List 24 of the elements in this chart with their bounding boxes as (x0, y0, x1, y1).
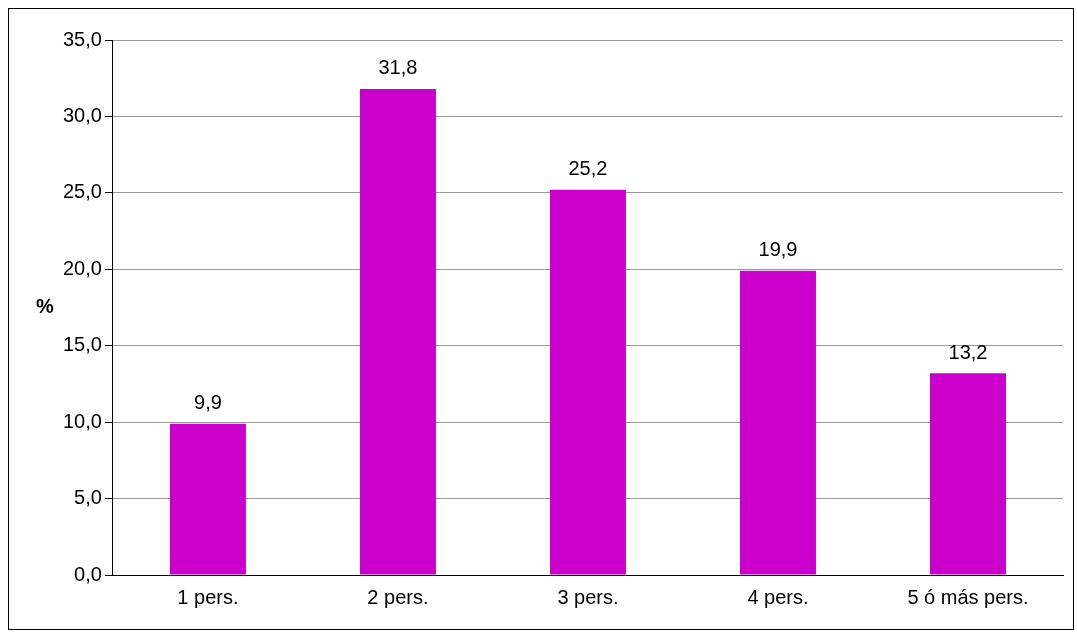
bar (359, 88, 436, 575)
x-tick-label: 2 pers. (367, 585, 429, 608)
y-tick-label: 25,0 (62, 180, 102, 203)
data-label: 31,8 (378, 56, 418, 79)
y-tick-label: 10,0 (62, 409, 102, 432)
bar (739, 270, 816, 575)
data-label: 19,9 (758, 238, 798, 261)
bar (549, 189, 626, 575)
y-tick-label: 30,0 (62, 103, 102, 126)
data-label: 13,2 (948, 340, 988, 363)
bar (929, 373, 1006, 575)
y-tick-label: 5,0 (74, 486, 102, 509)
y-tick-label: 35,0 (62, 27, 102, 50)
y-tick-label: 0,0 (74, 562, 102, 585)
bar (169, 423, 246, 575)
data-label: 25,2 (568, 157, 608, 180)
y-tick-label: 15,0 (62, 333, 102, 356)
x-tick-label: 4 pers. (747, 585, 809, 608)
x-tick-label: 5 ó más pers. (907, 585, 1029, 608)
x-tick-label: 3 pers. (557, 585, 619, 608)
y-tick-label: 20,0 (62, 256, 102, 279)
data-label: 9,9 (194, 391, 222, 414)
y-axis-title: % (36, 295, 55, 318)
x-tick-label: 1 pers. (177, 585, 239, 608)
